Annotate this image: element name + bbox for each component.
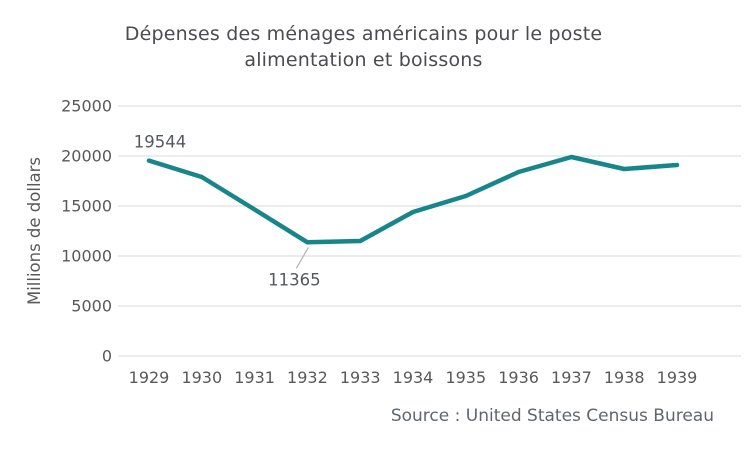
source-caption: Source : United States Census Bureau: [390, 406, 714, 426]
data-label: 11365: [268, 270, 321, 289]
x-tick-label: 1939: [657, 368, 698, 387]
x-tick-label: 1931: [234, 368, 275, 387]
x-tick-label: 1930: [181, 368, 222, 387]
x-tick-label: 1934: [393, 368, 434, 387]
chart-title-line-2: alimentation et boissons: [244, 49, 483, 71]
x-tick-label: 1935: [445, 368, 486, 387]
y-tick-label: 10000: [61, 247, 112, 266]
annotation-leader-line: [295, 247, 309, 269]
data-series-line: [146, 154, 680, 245]
y-tick-label: 0: [102, 347, 112, 366]
y-tick-label: 25000: [61, 97, 112, 116]
data-label: 19544: [134, 133, 187, 152]
x-tick-label: 1937: [551, 368, 592, 387]
y-tick-label: 5000: [71, 297, 112, 316]
x-tick-label: 1936: [498, 368, 539, 387]
chart-title-line-1: Dépenses des ménages américains pour le …: [124, 23, 603, 45]
chart-title: Dépenses des ménages américains pour le …: [0, 21, 727, 73]
x-tick-label: 1933: [340, 368, 381, 387]
x-tick-label: 1929: [129, 368, 170, 387]
x-tick-label: 1932: [287, 368, 328, 387]
y-tick-label: 15000: [61, 197, 112, 216]
x-tick-label: 1938: [604, 368, 645, 387]
y-tick-label: 20000: [61, 147, 112, 166]
